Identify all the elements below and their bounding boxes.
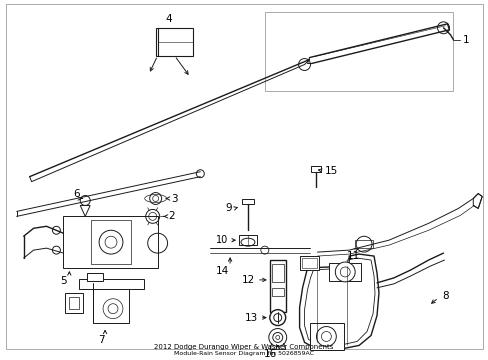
Text: 16: 16 [264, 349, 277, 359]
Bar [69, 297, 79, 309]
Bar [242, 198, 253, 204]
Bar [309, 323, 344, 350]
Polygon shape [472, 194, 481, 208]
Bar [65, 293, 83, 312]
Text: 7: 7 [98, 336, 104, 346]
Circle shape [437, 22, 448, 34]
Bar [299, 256, 319, 270]
Text: 11: 11 [346, 251, 360, 261]
Text: Module-Rain Sensor Diagram for 5026859AC: Module-Rain Sensor Diagram for 5026859AC [174, 351, 313, 356]
Circle shape [99, 230, 122, 254]
Text: 13: 13 [244, 312, 257, 323]
Circle shape [196, 170, 204, 178]
Bar [63, 216, 157, 268]
Circle shape [269, 310, 285, 325]
Polygon shape [299, 254, 378, 349]
Bar [354, 240, 372, 248]
Text: 1: 1 [462, 35, 468, 45]
Circle shape [147, 233, 167, 253]
Bar [93, 283, 129, 323]
Circle shape [52, 226, 60, 234]
Text: 4: 4 [165, 14, 172, 24]
Ellipse shape [96, 283, 125, 323]
Bar [269, 260, 285, 312]
Circle shape [335, 262, 354, 282]
Text: 2012 Dodge Durango Wiper & Washer Components: 2012 Dodge Durango Wiper & Washer Compon… [154, 345, 333, 350]
Text: 8: 8 [442, 291, 448, 301]
Bar [311, 166, 321, 172]
Bar [264, 12, 452, 91]
Text: 6: 6 [73, 189, 80, 199]
Bar [87, 273, 103, 281]
Bar [271, 264, 283, 282]
Text: 10: 10 [215, 235, 228, 245]
Bar [329, 263, 360, 281]
Text: 2: 2 [168, 211, 175, 221]
Bar [301, 258, 317, 268]
Circle shape [355, 236, 371, 252]
Text: 3: 3 [171, 194, 178, 203]
Bar [155, 28, 193, 55]
Bar [91, 220, 131, 264]
Bar [79, 279, 143, 289]
Circle shape [52, 246, 60, 254]
Bar [271, 288, 283, 296]
Text: 12: 12 [241, 275, 254, 285]
Bar [239, 235, 256, 245]
Circle shape [268, 329, 286, 346]
Text: 5: 5 [60, 276, 66, 286]
Polygon shape [80, 206, 90, 216]
Circle shape [260, 246, 268, 254]
Circle shape [316, 327, 336, 346]
Text: 14: 14 [215, 266, 228, 276]
Text: 15: 15 [324, 166, 337, 176]
Circle shape [298, 59, 310, 71]
Text: 9: 9 [225, 203, 232, 213]
